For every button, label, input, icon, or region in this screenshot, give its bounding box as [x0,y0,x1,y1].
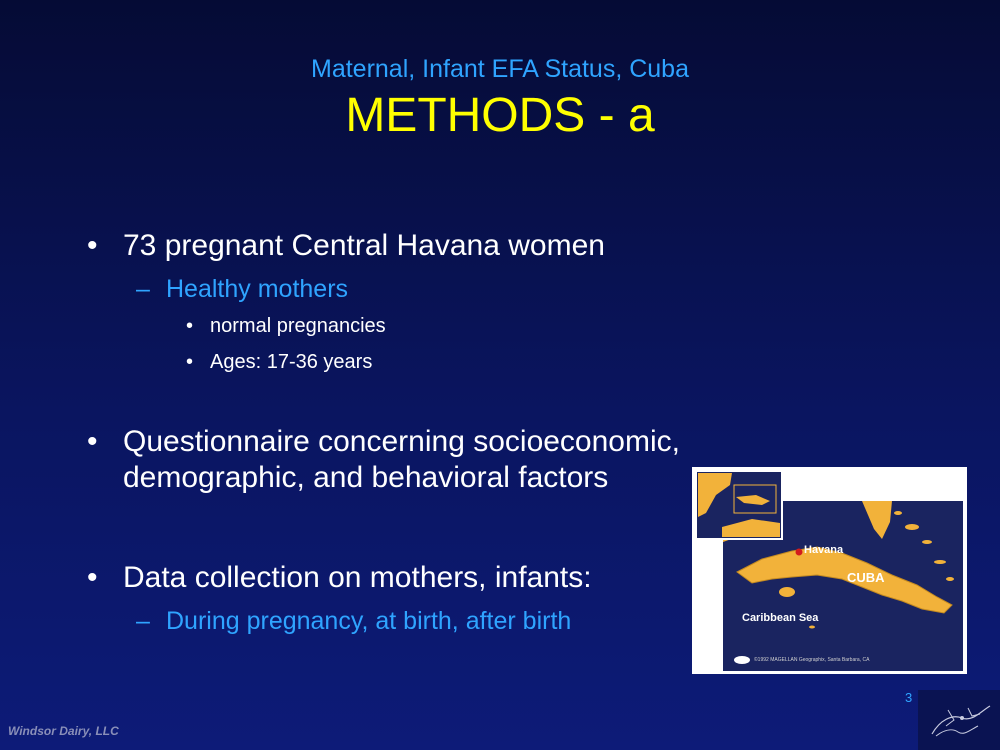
cuba-map-graphic [695,470,963,671]
bullet-women-text: 73 pregnant Central Havana women [123,229,605,262]
bullet-data-collection: • Data collection on mothers, infants: [87,560,592,596]
map-label-havana: Havana [804,544,844,556]
bullet-marker: • [87,561,98,594]
island [905,524,919,530]
island [946,577,954,581]
inset-south-america [722,519,780,537]
island [934,560,946,564]
bullet-data-collection-text: Data collection on mothers, infants: [123,561,592,594]
sub-sub-bullet-normal-text: normal pregnancies [210,315,386,337]
page-number: 3 [905,690,913,705]
map-label-cuba: CUBA [847,570,885,585]
inset-land [698,473,732,517]
sub-bullet-healthy-text: Healthy mothers [166,275,349,303]
isla-juventud [779,587,795,597]
inset-highlight-box [733,484,777,514]
florida-land [862,501,892,539]
island [809,625,815,629]
dash-marker: – [136,275,150,303]
bullet-questionnaire-line2: demographic, and behavioral factors [123,461,609,494]
slide-subtitle: Maternal, Infant EFA Status, Cuba [311,55,689,83]
inset-cuba [736,495,770,505]
slide-title: METHODS - a [345,89,655,142]
island [922,540,932,544]
bullet-marker: • [87,229,98,262]
sub-sub-bullet-ages: • Ages: 17-36 years [186,351,373,374]
footer-company: Windsor Dairy, LLC [8,724,119,738]
company-logo-icon [918,690,1000,750]
map-copyright: ©1992 MAGELLAN Geographix, Santa Barbara… [754,657,870,663]
sub-bullet-during: – During pregnancy, at birth, after birt… [136,607,572,636]
cuba-map-image: Havana CUBA Caribbean Sea ©1992 MAGELLAN… [692,467,967,674]
cuba-land [736,546,953,614]
bullet-marker: • [87,425,98,458]
magellan-logo-icon [734,656,750,664]
sub-sub-bullet-normal: • normal pregnancies [186,315,386,338]
copyright-strip [723,653,963,667]
sub-sub-bullet-ages-text: Ages: 17-36 years [210,351,373,373]
sub-bullet-during-text: During pregnancy, at birth, after birth [166,607,572,635]
map-label-sea: Caribbean Sea [742,612,819,624]
bullet-marker: • [186,351,194,373]
bullet-questionnaire-line1: Questionnaire concerning socioeconomic, [123,425,680,458]
havana-marker [795,548,803,556]
island [894,511,902,515]
bullet-marker: • [186,315,194,337]
bullet-questionnaire: • Questionnaire concerning socioeconomic… [87,424,680,496]
dash-marker: – [136,607,150,635]
bullet-women: • 73 pregnant Central Havana women [87,228,605,264]
sub-bullet-healthy: – Healthy mothers [136,275,349,304]
